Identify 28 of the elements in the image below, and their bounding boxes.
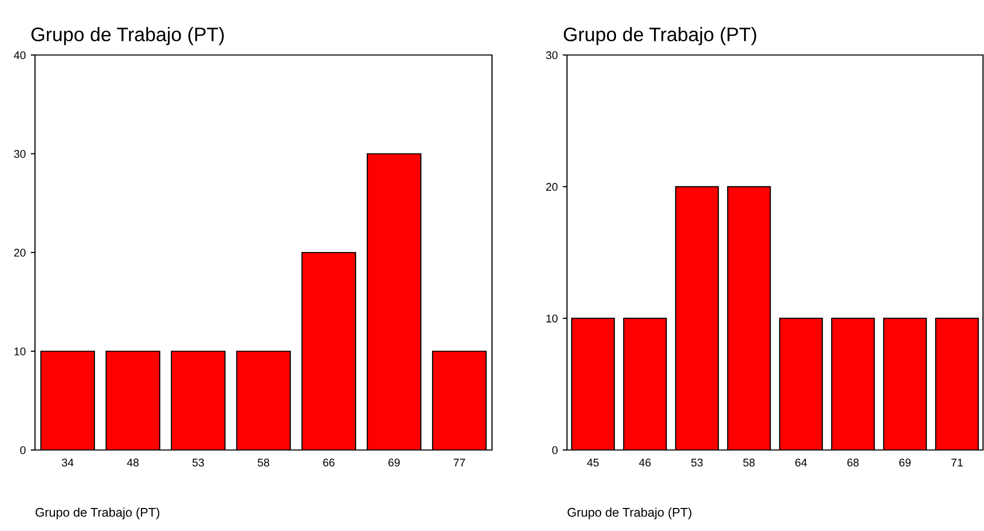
x-tick-label: 34 [62, 458, 74, 466]
y-tick-label: 20 [546, 182, 558, 191]
x-axis-title: Grupo de Trabajo (PT) [568, 508, 692, 520]
x-tick-label: 64 [795, 458, 807, 466]
x-tick-label: 53 [192, 458, 204, 466]
x-tick-label: 71 [951, 458, 963, 466]
y-tick-label: 30 [14, 150, 26, 158]
x-tick-label: 69 [899, 458, 911, 466]
x-tick-label: 45 [587, 458, 599, 466]
y-tick-label: 40 [14, 51, 26, 60]
x-tick-label: 68 [847, 458, 859, 466]
x-tick-label: 69 [388, 458, 400, 466]
x-tick-label: 77 [454, 458, 465, 466]
x-tick-label: 58 [258, 458, 270, 466]
y-tick-label: 30 [546, 51, 558, 60]
y-tick-label: 10 [14, 348, 26, 356]
y-tick-label: 10 [546, 314, 558, 322]
chart-title: Grupo de Trabajo (PT) [31, 27, 224, 46]
y-tick-label: 0 [20, 446, 26, 454]
x-tick-label: 53 [691, 458, 703, 466]
x-tick-label: 48 [127, 458, 139, 466]
x-tick-label: 46 [639, 458, 651, 466]
y-tick-label: 20 [14, 248, 26, 257]
x-axis-title: Grupo de Trabajo (PT) [36, 508, 160, 520]
y-tick-label: 0 [552, 446, 558, 454]
x-tick-label: 58 [743, 458, 755, 466]
chart-title: Grupo de Trabajo (PT) [564, 27, 756, 46]
x-tick-label: 66 [323, 458, 334, 466]
